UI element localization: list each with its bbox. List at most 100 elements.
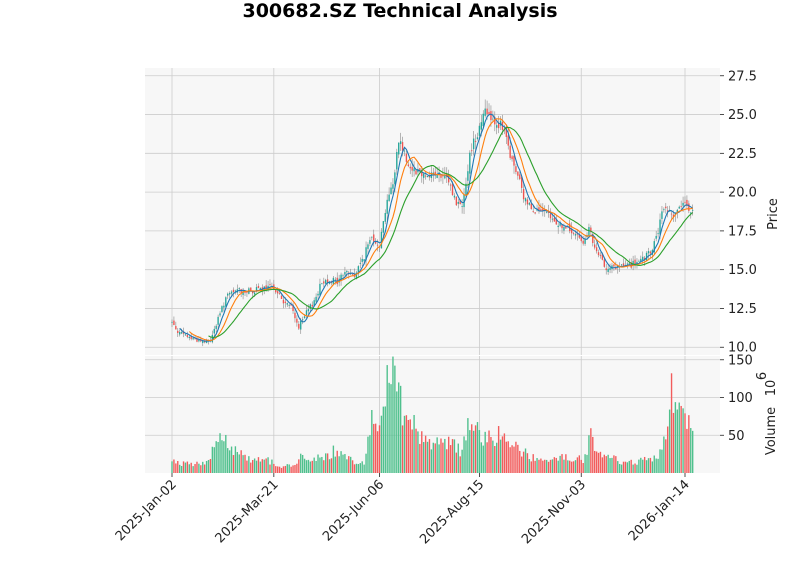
moving-average-20 [208, 126, 694, 338]
volume-bar [261, 459, 263, 473]
volume-bar [607, 454, 609, 473]
candle-body [305, 310, 308, 315]
candle-body [691, 209, 694, 211]
volume-bar [636, 464, 638, 473]
candle-body [553, 217, 556, 222]
x-tick-label: 2025-Jun-06 [320, 477, 387, 544]
volume-bar [603, 454, 605, 473]
volume-bar [626, 462, 629, 473]
candle-body [597, 252, 600, 256]
volume-bar [618, 463, 621, 473]
volume-bar [424, 435, 427, 473]
volume-bar [557, 460, 559, 473]
volume-bar [173, 459, 175, 473]
volume-bar [230, 446, 233, 473]
candle-body [549, 213, 552, 219]
candle-body [484, 108, 486, 116]
volume-bar [288, 464, 290, 473]
candle-body [517, 171, 519, 176]
price-axis-label: Price [766, 198, 781, 230]
volume-bar [215, 441, 217, 473]
volume-bar [292, 465, 294, 473]
volume-bar [376, 431, 379, 473]
candle-body [476, 137, 479, 140]
volume-bar [178, 464, 181, 473]
candle-body [326, 279, 329, 283]
candle-body [265, 285, 267, 289]
candle-body [584, 238, 586, 244]
candle-body [411, 166, 413, 171]
candle-body [344, 272, 346, 275]
candle-body [253, 292, 256, 295]
candle-body [482, 113, 484, 127]
price-tick-label: 25.0 [728, 108, 757, 123]
candle-body [690, 212, 692, 214]
volume-bar [353, 464, 356, 473]
x-tick-label: 2026-Jan-14 [626, 477, 693, 544]
candle-body [371, 236, 373, 238]
candle-body [284, 301, 287, 303]
volume-bar [494, 446, 496, 473]
volume-bar [438, 444, 440, 473]
candle-body [520, 176, 523, 188]
volume-bar [542, 460, 544, 473]
volume-bar [386, 365, 388, 473]
volume-bar [576, 457, 579, 473]
candle-body [461, 206, 463, 207]
volume-bar [651, 461, 654, 473]
candle-body [645, 252, 648, 261]
volume-bar [588, 435, 590, 473]
volume-bar [351, 460, 354, 473]
candle-body [252, 291, 254, 294]
candle-body [323, 281, 325, 284]
volume-bar [257, 457, 260, 473]
volume-bar [680, 405, 682, 473]
candle-body [255, 287, 258, 292]
volume-bar [611, 457, 613, 473]
volume-tick-label: 150 [728, 353, 753, 368]
volume-y-ticks: 50 100 150 [720, 353, 753, 444]
candle-body [303, 316, 306, 319]
candle-body [415, 170, 417, 175]
x-tick-label: 2025-Mar-21 [213, 477, 282, 546]
volume-bar [342, 454, 344, 473]
volume-bar [584, 454, 586, 473]
candle-body [278, 293, 281, 295]
volume-bar [338, 456, 340, 473]
volume-bar [486, 442, 488, 473]
candle-body [626, 263, 629, 265]
candle-body [399, 141, 402, 145]
volume-bar [401, 425, 404, 473]
candle-body [655, 235, 657, 239]
volume-bar [367, 436, 369, 473]
candle-body [359, 262, 361, 264]
candle-body [440, 175, 442, 178]
candle-body [275, 289, 277, 293]
volume-bar [434, 443, 436, 473]
volume-bar [423, 442, 425, 473]
candle-body [551, 218, 554, 220]
volume-bar [405, 415, 408, 473]
candle-body [647, 251, 650, 254]
candle-body [559, 222, 561, 226]
volume-bar [624, 461, 627, 473]
candle-body [595, 247, 598, 252]
candle-body [643, 257, 646, 261]
volume-bar [271, 459, 273, 473]
volume-bar [259, 461, 262, 473]
volume-bar [273, 463, 275, 473]
volume-bar [392, 356, 394, 473]
candle-body [488, 111, 490, 115]
candle-body [665, 206, 667, 209]
volume-bar [551, 459, 554, 473]
volume-bar [236, 451, 239, 473]
volume-bar [594, 450, 596, 473]
price-tick-label: 20.0 [728, 186, 757, 201]
candle-body [628, 263, 630, 265]
volume-bar [203, 464, 206, 473]
candle-body [369, 240, 371, 244]
candle-body [301, 319, 304, 321]
candle-body [451, 183, 454, 196]
candle-body [188, 336, 190, 338]
candle-body [444, 174, 446, 179]
